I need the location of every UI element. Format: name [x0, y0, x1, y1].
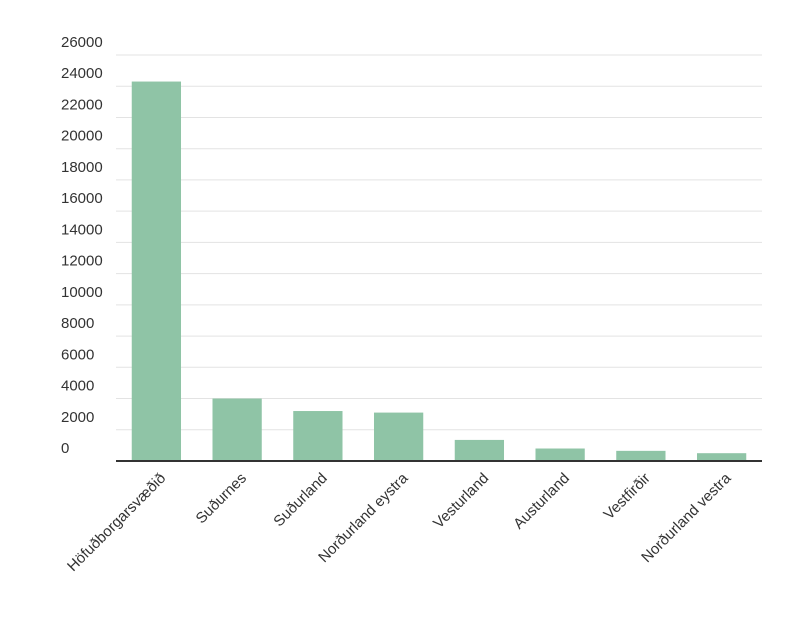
y-tick-label: 2000: [61, 409, 94, 426]
gridlines: [116, 54, 762, 431]
y-tick-label: 4000: [61, 378, 94, 395]
x-tick-label: Suðurnes: [193, 470, 250, 527]
bar: [535, 448, 585, 461]
bars: [131, 81, 747, 462]
y-tick-label: 0: [61, 440, 69, 457]
y-tick-label: 12000: [61, 253, 103, 270]
bar: [293, 411, 343, 461]
bar: [696, 453, 747, 461]
x-tick-label: Vestfirðir: [600, 470, 653, 523]
y-axis-ticks: 0 2000 4000 6000 8000 10000 12000 14000 16000 180…: [61, 34, 103, 457]
x-tick-label: Suðurland: [270, 470, 330, 530]
y-tick-label: 8000: [61, 315, 94, 332]
y-tick-label: 20000: [61, 128, 103, 145]
y-tick-label: 14000: [61, 221, 103, 238]
bar: [616, 450, 666, 461]
x-axis-ticks: Höfuðborgarsvæðið Suðurnes SuðurlandNorður…: [64, 469, 735, 575]
x-tick-label: Austurland: [510, 470, 573, 533]
y-tick-label: 18000: [61, 159, 103, 176]
y-tick-label: 16000: [61, 190, 103, 207]
bar: [131, 81, 182, 462]
y-tick-label: 22000: [61, 96, 103, 113]
bar: [212, 398, 262, 461]
y-tick-label: 24000: [61, 65, 103, 82]
x-tick-label: Höfuðborgarsvæðið: [64, 470, 169, 575]
x-tick-label: Vesturland: [430, 470, 492, 532]
x-tick-label: Norðurland eystra: [315, 469, 412, 566]
y-tick-label: 10000: [61, 284, 103, 301]
bar: [454, 439, 505, 461]
bar: [373, 412, 424, 461]
x-tick-label: Norðurland vestra: [638, 469, 735, 566]
y-tick-label: 6000: [61, 346, 94, 363]
y-tick-label: 26000: [61, 34, 103, 51]
